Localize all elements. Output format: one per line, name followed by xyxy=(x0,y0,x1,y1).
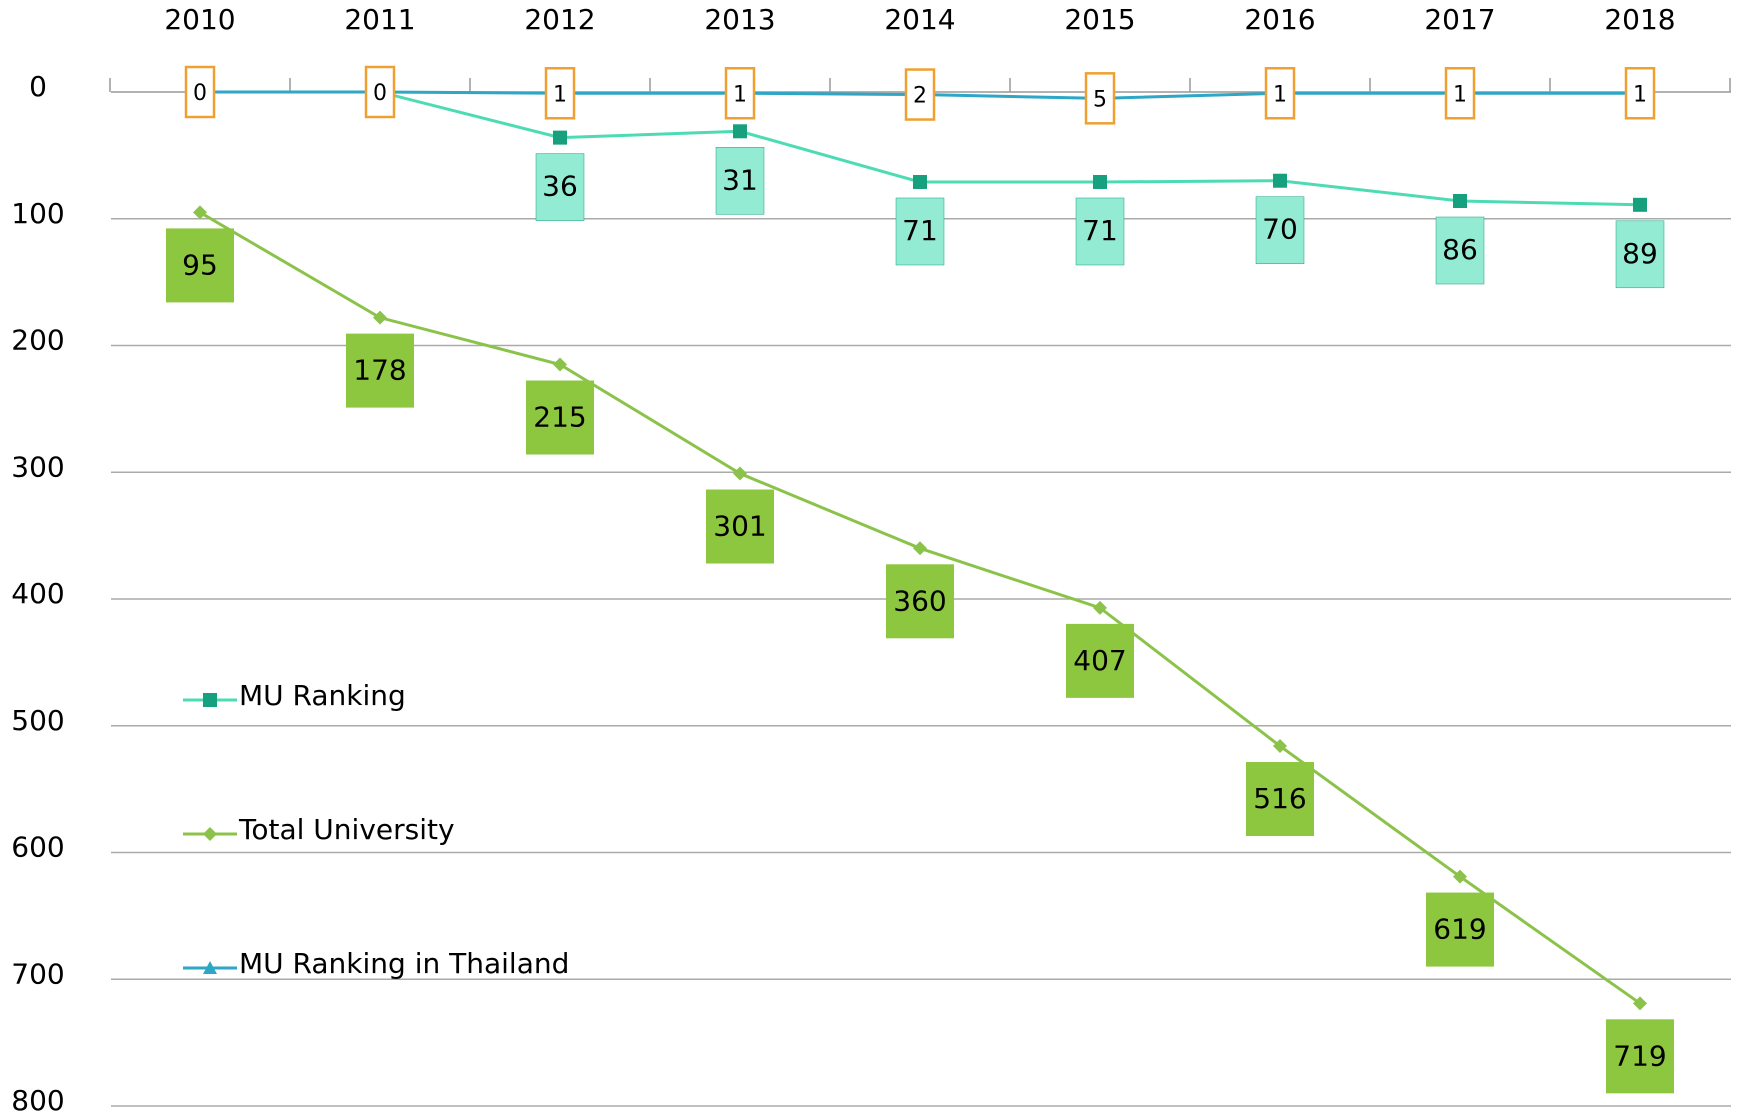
marker xyxy=(733,466,747,481)
marker xyxy=(1093,174,1107,189)
x-tick-label: 2012 xyxy=(524,3,595,36)
data-label-box xyxy=(526,380,594,455)
data-label: 619 xyxy=(1433,913,1486,946)
x-tick-label: 2014 xyxy=(884,3,955,36)
data-label: 89 xyxy=(1622,237,1658,270)
x-tick-label: 2017 xyxy=(1424,3,1495,36)
data-label: 71 xyxy=(902,214,938,247)
data-label: 360 xyxy=(893,584,946,617)
data-label: 36 xyxy=(542,170,578,203)
y-tick-label: 200 xyxy=(11,324,64,357)
x-tick-label: 2011 xyxy=(344,3,415,36)
data-label-box xyxy=(1435,216,1485,285)
data-label-box xyxy=(184,65,216,119)
data-label-box xyxy=(1255,196,1305,264)
data-label-box xyxy=(166,228,234,303)
data-label-box xyxy=(364,65,396,119)
data-label-box xyxy=(1084,72,1116,125)
data-label-box xyxy=(1444,67,1476,120)
marker xyxy=(193,205,207,220)
data-label-box xyxy=(886,564,954,639)
data-label-box xyxy=(346,333,414,408)
data-label: 1 xyxy=(1453,82,1467,107)
data-label-box xyxy=(715,147,765,215)
data-label: 301 xyxy=(713,510,766,543)
data-label-box xyxy=(1264,67,1296,120)
marker xyxy=(1633,996,1647,1011)
y-tick-label: 300 xyxy=(11,450,64,483)
data-label: 70 xyxy=(1262,213,1298,246)
x-tick-label: 2018 xyxy=(1604,3,1675,36)
data-label-box xyxy=(904,68,936,121)
data-label-box xyxy=(535,153,585,221)
data-label-box xyxy=(1075,197,1125,266)
x-tick-label: 2016 xyxy=(1244,3,1315,36)
marker xyxy=(1093,600,1107,615)
legend-label: MU Ranking in Thailand xyxy=(239,947,569,980)
data-label-box xyxy=(1246,762,1314,837)
data-label-box xyxy=(1066,623,1134,698)
y-tick-label: 400 xyxy=(11,577,64,610)
data-label: 95 xyxy=(182,248,218,281)
legend-label: MU Ranking xyxy=(239,679,406,712)
data-label: 86 xyxy=(1442,233,1478,266)
y-tick-label: 100 xyxy=(11,197,64,230)
data-label: 5 xyxy=(1093,87,1107,112)
legend-label: Total University xyxy=(238,813,455,846)
data-label: 407 xyxy=(1073,644,1126,677)
data-label: 0 xyxy=(193,81,207,106)
x-tick-label: 2015 xyxy=(1064,3,1135,36)
marker xyxy=(203,827,217,841)
y-tick-label: 500 xyxy=(11,704,64,737)
data-label: 1 xyxy=(553,82,567,107)
marker xyxy=(553,357,567,372)
data-label: 1 xyxy=(1273,82,1287,107)
data-label: 178 xyxy=(353,354,406,387)
data-label-box xyxy=(1615,220,1665,289)
data-label-box xyxy=(706,489,774,564)
y-tick-label: 700 xyxy=(11,957,64,990)
data-label: 516 xyxy=(1253,782,1306,815)
marker xyxy=(1273,173,1287,188)
data-label-box xyxy=(895,197,945,266)
marker xyxy=(1273,739,1287,754)
marker xyxy=(203,693,217,707)
x-tick-label: 2010 xyxy=(164,3,235,36)
data-label-box xyxy=(1624,67,1656,120)
series-line xyxy=(379,90,1641,207)
marker xyxy=(1453,194,1467,209)
data-label: 31 xyxy=(722,163,758,196)
data-label: 0 xyxy=(373,81,387,106)
marker xyxy=(1453,869,1467,884)
marker xyxy=(373,310,387,325)
data-label: 1 xyxy=(1633,82,1647,107)
y-tick-label: 600 xyxy=(11,831,64,864)
marker xyxy=(1633,197,1647,212)
marker xyxy=(913,541,927,556)
y-tick-label: 800 xyxy=(11,1084,64,1117)
y-tick-label: 0 xyxy=(29,70,47,103)
data-label-box xyxy=(1426,892,1494,967)
data-label: 1 xyxy=(733,82,747,107)
data-label: 71 xyxy=(1082,214,1118,247)
data-label-box xyxy=(544,67,576,120)
marker xyxy=(913,174,927,189)
data-label: 2 xyxy=(913,84,927,109)
marker xyxy=(733,124,747,139)
data-label-box xyxy=(1606,1019,1674,1094)
marker xyxy=(553,130,567,145)
marker xyxy=(203,961,217,974)
data-label: 215 xyxy=(533,401,586,434)
x-tick-label: 2013 xyxy=(704,3,775,36)
data-label-box xyxy=(724,67,756,120)
data-label: 719 xyxy=(1613,1039,1666,1072)
